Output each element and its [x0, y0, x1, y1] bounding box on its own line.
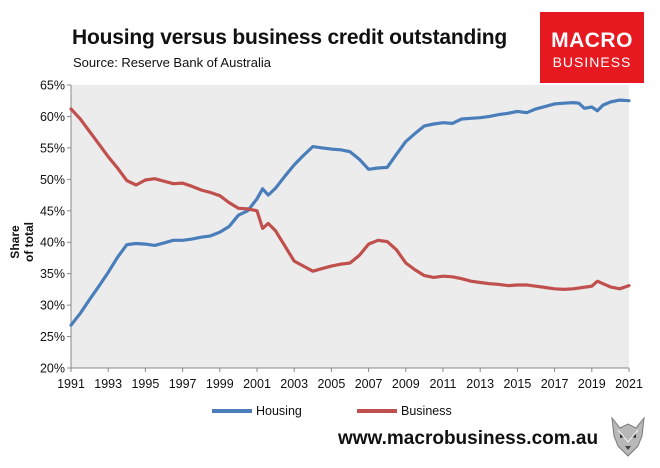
y-tick-label: 55%: [40, 141, 65, 155]
x-tick-label: 1995: [131, 377, 159, 391]
x-tick-label: 2009: [392, 377, 420, 391]
x-tick-label: 2021: [615, 377, 643, 391]
y-tick-label: 30%: [40, 299, 65, 313]
logo-line-2: BUSINESS: [552, 54, 632, 70]
chart-title: Housing versus business credit outstandi…: [72, 26, 508, 49]
plot-area: [71, 85, 629, 368]
x-tick-label: 2017: [541, 377, 569, 391]
y-tick-label: 40%: [40, 236, 65, 250]
x-tick-label: 2013: [466, 377, 494, 391]
x-tick-label: 1991: [57, 377, 85, 391]
x-tick-label: 1999: [206, 377, 234, 391]
series-line-housing: [69, 98, 631, 327]
y-tick-label: 50%: [40, 173, 65, 187]
legend-label-housing: Housing: [256, 404, 302, 418]
legend-swatch-business: [357, 408, 397, 413]
logo-line-1: MACRO: [551, 29, 633, 52]
x-tick-label: 2001: [243, 377, 271, 391]
x-tick-label: 1993: [94, 377, 122, 391]
x-tick-label: 2003: [280, 377, 308, 391]
series-line-business: [69, 107, 631, 291]
y-tick-label: 60%: [40, 110, 65, 124]
x-tick-label: 1997: [169, 377, 197, 391]
x-tick-label: 2007: [355, 377, 383, 391]
chart-source: Source: Reserve Bank of Australia: [73, 55, 271, 70]
website-url: www.macrobusiness.com.au: [338, 428, 599, 449]
y-tick-label: 65%: [40, 79, 65, 93]
legend-item-business: Business: [357, 404, 452, 418]
y-tick-label: 20%: [40, 362, 65, 376]
x-tick-label: 2019: [578, 377, 606, 391]
x-tick-label: 2015: [503, 377, 531, 391]
x-tick-label: 2011: [430, 377, 457, 391]
y-tick-label: 45%: [40, 204, 65, 218]
y-tick-label: 25%: [40, 330, 65, 344]
y-tick-label: 35%: [40, 267, 65, 281]
macrobusiness-logo: MACRO BUSINESS: [540, 12, 644, 83]
legend-swatch-housing: [212, 408, 252, 413]
wolf-logo-icon: [611, 416, 645, 457]
legend-label-business: Business: [401, 404, 452, 418]
x-tick-label: 2005: [317, 377, 345, 391]
legend-item-housing: Housing: [212, 404, 302, 418]
